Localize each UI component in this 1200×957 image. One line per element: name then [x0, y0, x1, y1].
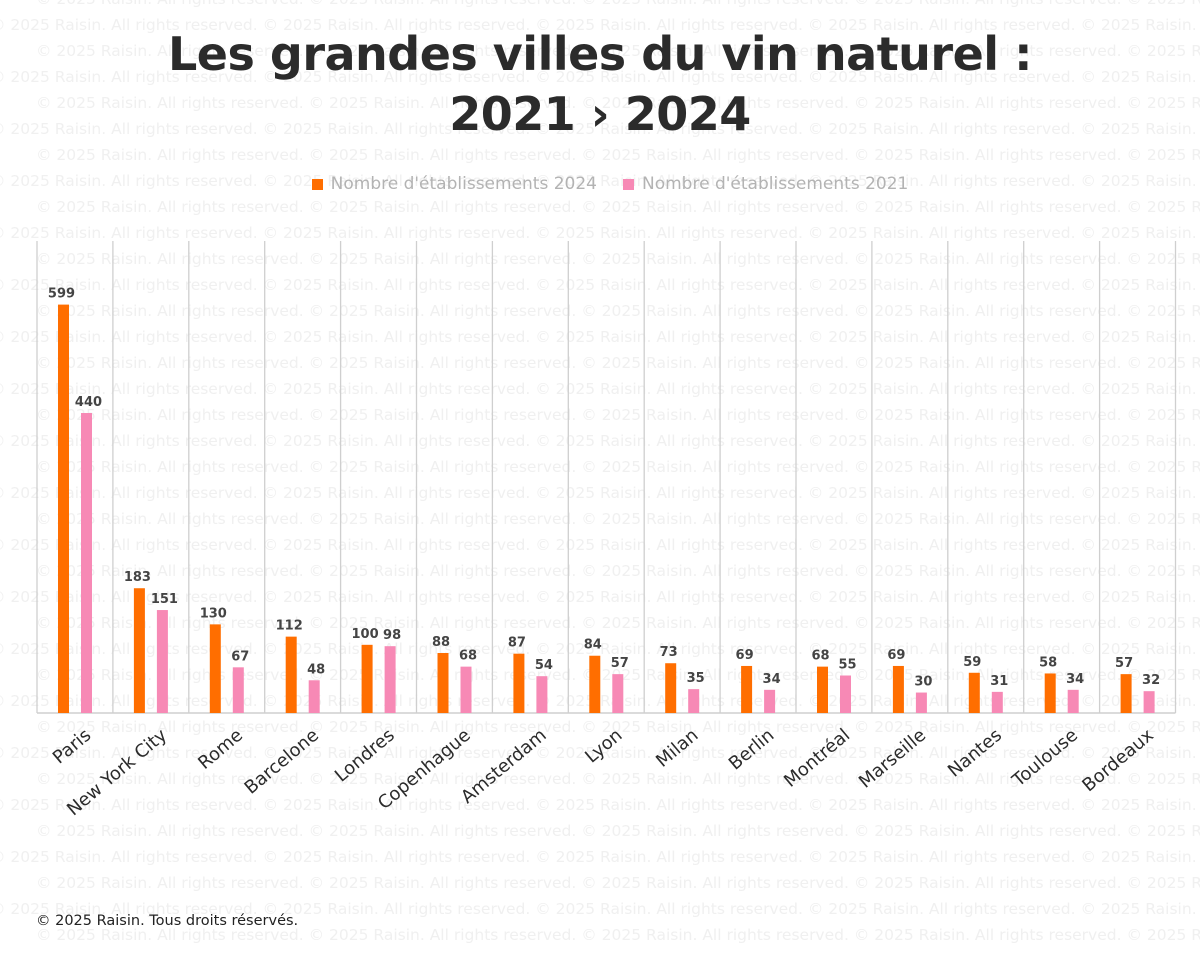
data-label-2021: 34 — [763, 672, 781, 687]
legend-item-2024: Nombre d'établissements 2024 — [311, 174, 597, 194]
data-label-2021: 54 — [535, 658, 553, 673]
data-label-2024: 130 — [200, 606, 227, 621]
bar-2021 — [232, 667, 244, 713]
data-label-2024: 58 — [1039, 655, 1057, 670]
chart-title-line-2: 2021 › 2024 — [449, 87, 751, 141]
x-tick-label: Marseille — [855, 725, 930, 793]
data-label-2024: 73 — [660, 645, 678, 660]
x-tick-label: Lyon — [581, 725, 626, 768]
bar-2021 — [536, 676, 548, 713]
bar-2021 — [308, 680, 320, 713]
x-tick-label: Rome — [194, 725, 247, 774]
bar-2024 — [892, 665, 904, 713]
bar-2021 — [384, 646, 396, 713]
x-tick-label: Barcelone — [241, 725, 323, 799]
bar-2024 — [361, 644, 373, 713]
data-label-2021: 31 — [990, 674, 1008, 689]
bar-2021 — [764, 689, 776, 713]
copyright-footer: © 2025 Raisin. Tous droits réservés. — [36, 913, 299, 929]
chart-title: Les grandes villes du vin naturel : 2021… — [100, 24, 1100, 144]
bar-2024 — [665, 663, 677, 713]
bar-2024 — [133, 588, 145, 713]
data-label-2021: 30 — [914, 675, 932, 690]
bar-2024 — [589, 655, 601, 713]
x-tick-label: Londres — [331, 725, 399, 787]
x-tick-label: Milan — [652, 725, 702, 772]
data-label-2024: 112 — [276, 619, 303, 634]
bar-2021 — [1067, 689, 1079, 713]
data-label-2024: 599 — [48, 287, 75, 302]
data-label-2024: 69 — [887, 648, 905, 663]
data-label-2021: 68 — [459, 649, 477, 664]
data-label-2021: 48 — [307, 662, 325, 677]
data-label-2024: 59 — [963, 655, 981, 670]
data-label-2024: 57 — [1115, 656, 1133, 671]
legend-label-2021: Nombre d'établissements 2021 — [642, 174, 909, 194]
data-label-2024: 68 — [811, 649, 829, 664]
bar-2021 — [991, 691, 1003, 713]
bar-2021 — [1143, 691, 1155, 713]
bar-2024 — [437, 653, 449, 713]
data-label-2021: 32 — [1142, 673, 1160, 688]
bar-2021 — [156, 610, 168, 713]
data-label-2021: 55 — [838, 658, 856, 673]
data-label-2021: 151 — [151, 592, 178, 607]
bar-2021 — [688, 689, 700, 713]
data-label-2021: 98 — [383, 628, 401, 643]
data-label-2024: 100 — [352, 627, 379, 642]
legend-swatch-2024 — [311, 178, 323, 190]
bar-2021 — [612, 674, 624, 713]
data-label-2024: 87 — [508, 636, 526, 651]
bar-2021 — [840, 675, 851, 713]
bar-2024 — [285, 636, 297, 713]
data-label-2021: 67 — [231, 649, 249, 664]
x-tick-label: Paris — [49, 725, 95, 769]
bar-2024 — [741, 665, 753, 713]
x-tick-label: Nantes — [944, 725, 1006, 782]
x-tick-label: Berlin — [725, 725, 779, 775]
bar-2021 — [460, 666, 472, 713]
data-label-2024: 84 — [584, 638, 602, 653]
bar-2024 — [817, 666, 828, 713]
bar-2021 — [915, 692, 927, 713]
bar-2024 — [209, 624, 221, 713]
legend-swatch-2021 — [623, 178, 634, 190]
chart-title-line-1: Les grandes villes du vin naturel : — [167, 27, 1033, 81]
data-label-2024: 69 — [736, 648, 754, 663]
data-label-2021: 34 — [1066, 672, 1084, 687]
data-label-2024: 183 — [124, 570, 151, 585]
bar-2024 — [1120, 674, 1132, 713]
legend-item-2021: Nombre d'établissements 2021 — [623, 174, 908, 194]
x-tick-label: Bordeaux — [1078, 725, 1158, 797]
data-label-2024: 88 — [432, 635, 450, 650]
legend-label-2024: Nombre d'établissements 2024 — [330, 174, 597, 194]
legend: Nombre d'établissements 2024 Nombre d'ét… — [0, 174, 1200, 194]
data-label-2021: 35 — [687, 671, 705, 686]
data-label-2021: 57 — [611, 656, 629, 671]
bar-2024 — [968, 672, 980, 713]
bar-2024 — [1044, 673, 1056, 713]
bar-2024 — [513, 653, 525, 713]
bar-2024 — [58, 304, 69, 713]
bar-2021 — [81, 413, 92, 713]
x-tick-label: Toulouse — [1008, 725, 1082, 792]
x-tick-label: Montréal — [780, 725, 854, 792]
data-label-2021: 440 — [75, 395, 102, 410]
